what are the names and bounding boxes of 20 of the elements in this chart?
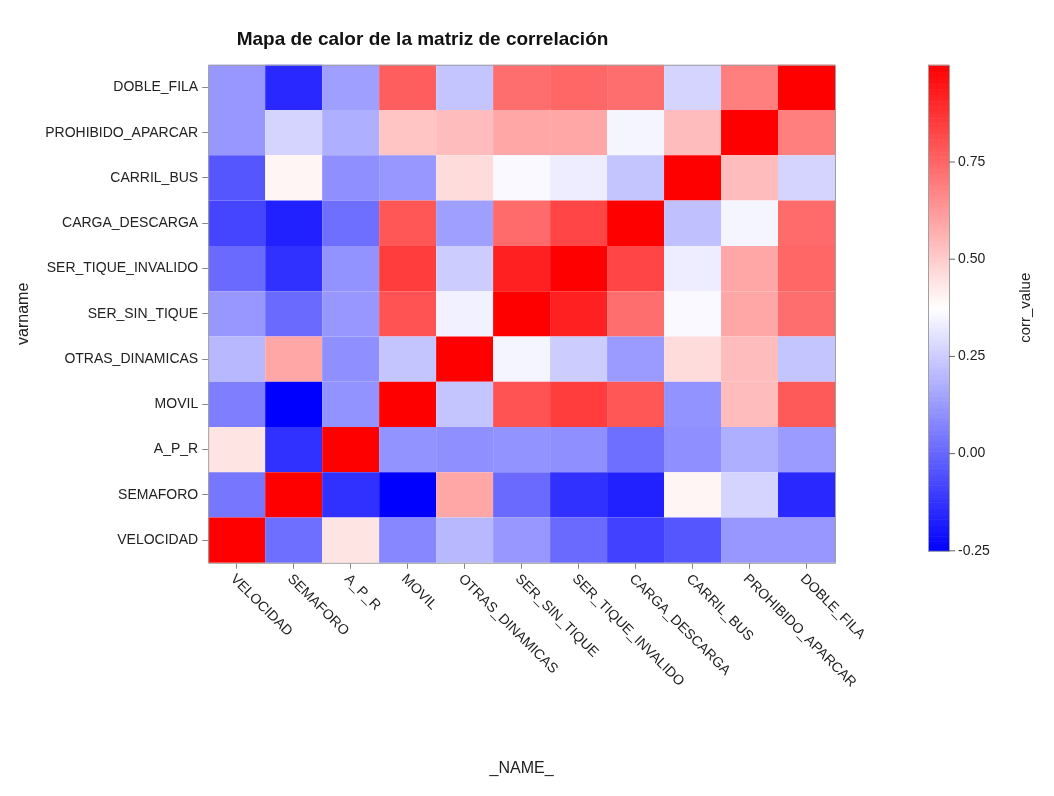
y-tick-label: MOVIL: [154, 395, 199, 412]
color-bar-label: 0.25: [958, 347, 986, 364]
chart-title: Mapa de calor de la matriz de correlación: [236, 27, 609, 49]
y-tick-label: VELOCIDAD: [117, 531, 199, 548]
x-axis-title: _NAME_: [488, 758, 555, 777]
y-tick-label: DOBLE_FILA: [113, 78, 199, 95]
color-bar-label: -0.25: [958, 541, 991, 558]
color-bar-label: 0.50: [958, 250, 986, 267]
y-tick-label: SER_TIQUE_INVALIDO: [46, 259, 199, 276]
y-tick-label: CARGA_DESCARGA: [62, 214, 199, 231]
color-bar-label: 0.75: [958, 152, 986, 169]
color-bar-title: corr_value: [1016, 272, 1034, 343]
y-tick-label: A_P_R: [153, 440, 199, 457]
y-tick-label: CARRIL_BUS: [110, 168, 199, 185]
y-tick-label: PROHIBIDO_APARCAR: [45, 123, 199, 140]
y-tick-label: OTRAS_DINAMICAS: [64, 349, 199, 366]
y-tick-label: SEMAFORO: [118, 485, 199, 502]
y-tick-label: SER_SIN_TIQUE: [87, 304, 199, 321]
color-bar-label: 0.00: [958, 444, 986, 461]
y-axis-title: varname: [14, 282, 32, 345]
